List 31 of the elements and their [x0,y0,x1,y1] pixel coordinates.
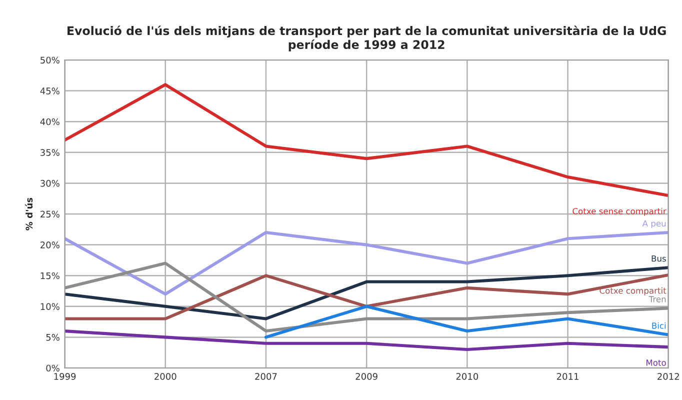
y-tick-label: 50% [40,56,60,64]
y-tick-label: 10% [40,303,60,310]
y-tick-label: 25% [40,210,60,218]
line-series [64,262,668,333]
series-label: Bus [652,255,666,262]
y-tick-label: 15% [40,272,60,280]
series-label: Bici [652,322,666,329]
y-tick-label: 35% [40,149,60,156]
y-axis-title: % d'ús [25,198,33,230]
line-series [64,230,668,296]
y-tick-label: 0% [46,364,60,372]
y-tick-label: 40% [40,118,60,126]
x-tick-label: 2011 [556,373,578,380]
series-label: Moto [646,360,666,366]
series-label: Tren [648,296,666,302]
x-tick-label: 2010 [456,373,478,380]
x-tick-label: 2000 [154,373,176,380]
y-tick-label: 30% [40,180,60,187]
line-series [64,330,668,352]
line-series [64,83,668,198]
line-series [264,304,668,339]
series-label: Cotxe sense compartir [572,208,666,216]
x-tick-label: 2012 [658,373,679,380]
y-tick-label: 45% [40,88,60,94]
y-tick-label: 5% [46,334,60,341]
x-tick-label: 1999 [54,373,76,380]
x-tick-label: 2007 [255,373,277,380]
chart-title: Evolució de l'ús dels mitjans de transport per part de la comunitat universitària de la UdG període de 1999 a 2012 [68,26,666,52]
series-label: A peu [642,220,666,228]
x-tick-label: 2009 [356,373,378,380]
y-tick-label: 20% [40,242,60,248]
